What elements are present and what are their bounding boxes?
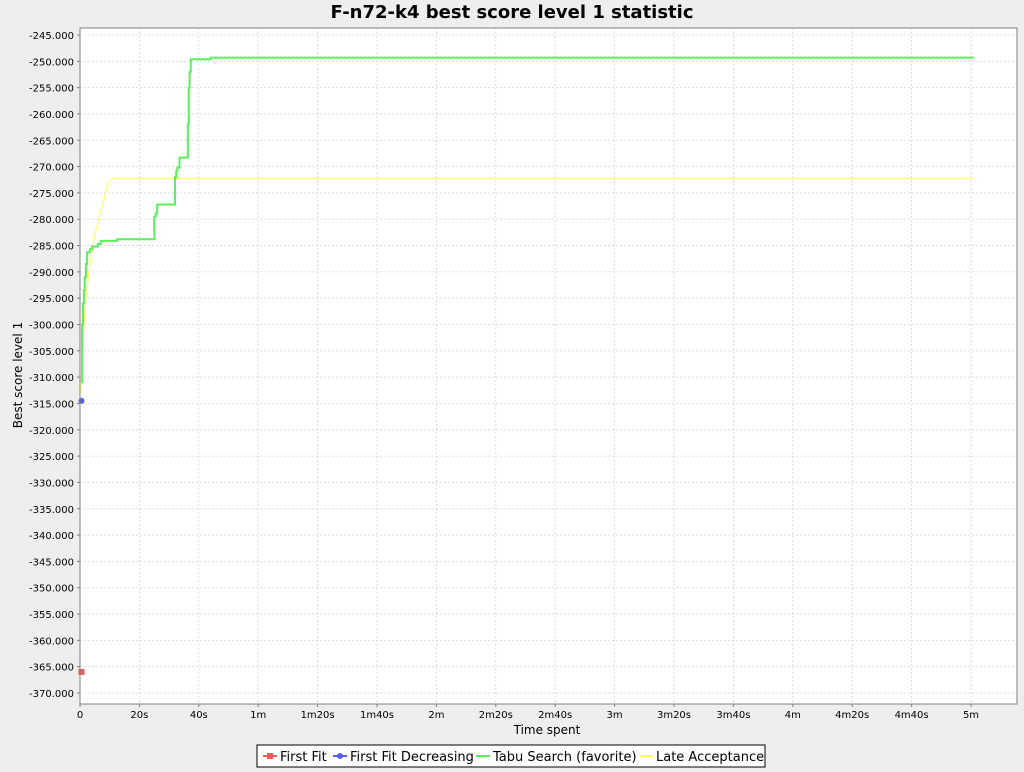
data-point-first-fit-decreasing: [78, 397, 85, 404]
y-axis-label: Best score level 1: [11, 322, 25, 428]
y-tick-label: -320.000: [29, 426, 74, 437]
y-tick-label: -265.000: [29, 136, 74, 147]
x-tick-label: 4m20s: [835, 710, 869, 721]
x-tick-label: 4m40s: [895, 710, 929, 721]
x-tick-label: 40s: [190, 710, 208, 721]
x-tick-label: 2m40s: [538, 710, 572, 721]
legend-label-first-fit: First Fit: [280, 750, 327, 765]
x-tick-label: 2m20s: [479, 710, 513, 721]
y-tick-label: -300.000: [29, 321, 74, 332]
x-tick-label: 1m40s: [360, 710, 394, 721]
x-tick-label: 5m: [963, 710, 979, 721]
y-tick-label: -350.000: [29, 584, 74, 595]
legend-box: [256, 744, 766, 768]
grid: [79, 28, 1017, 704]
plot-border: [79, 27, 1018, 705]
y-tick-label: -280.000: [29, 215, 74, 226]
y-tick-label: -370.000: [29, 689, 74, 700]
plot-area: [80, 28, 1017, 704]
legend-marker-first-fit: [267, 753, 273, 759]
y-tick-label: -290.000: [29, 268, 74, 279]
y-tick-label: -325.000: [29, 452, 74, 463]
y-tick-label: -270.000: [29, 163, 74, 174]
legend-label-tabu-search-favorite: Tabu Search (favorite): [492, 750, 637, 765]
x-axis-label: Time spent: [513, 723, 581, 737]
x-tick-label: 1m: [250, 710, 266, 721]
y-axis-ticks: -245.000 -250.000 -255.000 -260.000 -265.000…: [29, 31, 80, 700]
y-tick-label: -345.000: [29, 557, 74, 568]
y-tick-label: -330.000: [29, 478, 74, 489]
y-tick-label: -295.000: [29, 294, 74, 305]
y-tick-label: -310.000: [29, 373, 74, 384]
legend-label-first-fit-decreasing: First Fit Decreasing: [350, 750, 474, 765]
legend-label-late-acceptance: Late Acceptance: [656, 750, 764, 765]
x-tick-label: 3m20s: [657, 710, 691, 721]
x-axis-ticks: 0 20s 40s 1m 1m20s 1m40s 2m 2m20s 2m40s 3m 3m20s 3m…: [77, 704, 979, 721]
x-tick-label: 0: [77, 710, 83, 721]
x-tick-label: 2m: [428, 710, 444, 721]
chart-title: F-n72-k4 best score level 1 statistic: [330, 2, 693, 23]
x-tick-label: 20s: [130, 710, 148, 721]
y-tick-label: -255.000: [29, 84, 74, 95]
y-tick-label: -260.000: [29, 110, 74, 121]
y-tick-label: -245.000: [29, 31, 74, 42]
series-line-tabu-search-favorite: [81, 56, 974, 384]
y-tick-label: -335.000: [29, 505, 74, 516]
y-tick-label: -275.000: [29, 189, 74, 200]
legend-marker-first-fit-decreasing: [337, 753, 343, 759]
y-tick-label: -285.000: [29, 242, 74, 253]
y-tick-label: -360.000: [29, 636, 74, 647]
legend: First Fit First Fit Decreasing Tabu Search…: [256, 744, 766, 768]
data-point-first-fit: [78, 668, 85, 675]
x-tick-label: 3m40s: [716, 710, 750, 721]
x-tick-label: 4m: [785, 710, 801, 721]
x-tick-label: 3m: [607, 710, 623, 721]
y-tick-label: -305.000: [29, 347, 74, 358]
y-tick-label: -355.000: [29, 610, 74, 621]
x-tick-label: 1m20s: [301, 710, 335, 721]
y-tick-label: -250.000: [29, 57, 74, 68]
y-tick-label: -365.000: [29, 663, 74, 674]
series-line-late-acceptance: [80, 178, 974, 393]
y-tick-label: -315.000: [29, 399, 74, 410]
y-tick-label: -340.000: [29, 531, 74, 542]
